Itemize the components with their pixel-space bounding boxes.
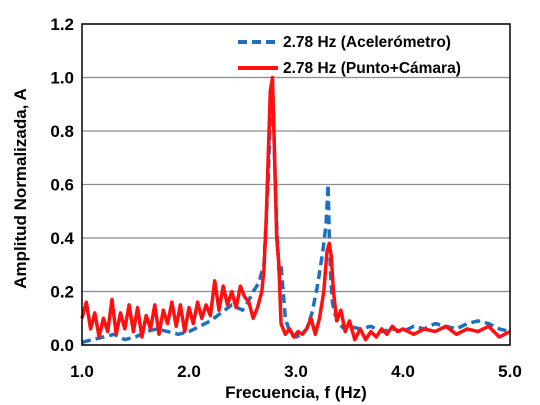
y-tick-label: 0.6 — [50, 176, 74, 195]
y-tick-label: 1.0 — [50, 69, 74, 88]
x-tick-label: 1.0 — [70, 362, 94, 381]
x-tick-labels: 1.0 2.0 3.0 4.0 5.0 — [70, 362, 522, 381]
x-tick-label: 5.0 — [498, 362, 522, 381]
y-tick-label: 1.2 — [50, 15, 74, 34]
y-tick-label: 0.2 — [50, 283, 74, 302]
series-line-1 — [80, 75, 511, 342]
legend-label-camera: 2.78 Hz (Punto+Cámara) — [283, 60, 461, 77]
x-axis-label: Frecuencia, f (Hz) — [225, 383, 367, 402]
y-axis-label: Amplitud Normalizada, A — [11, 88, 30, 289]
y-tick-label: 0.8 — [50, 122, 74, 141]
series-layer — [80, 75, 511, 344]
legend: 2.78 Hz (Acelerómetro) 2.78 Hz (Punto+Cá… — [238, 34, 461, 77]
y-tick-label: 0.4 — [50, 229, 74, 248]
plot-frame — [81, 23, 511, 346]
series-line-0 — [81, 81, 511, 344]
y-tick-labels: 0.0 0.2 0.4 0.6 0.8 1.0 1.2 — [50, 15, 74, 355]
legend-label-accelerometer: 2.78 Hz (Acelerómetro) — [283, 34, 451, 51]
x-tick-label: 2.0 — [177, 362, 201, 381]
y-tick-label: 0.0 — [50, 336, 74, 355]
x-tick-label: 3.0 — [284, 362, 308, 381]
x-tick-label: 4.0 — [391, 362, 415, 381]
